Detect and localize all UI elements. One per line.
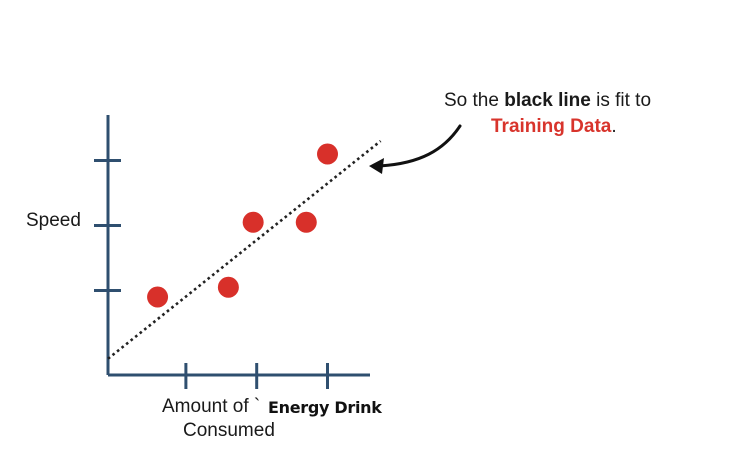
data-point-1: [147, 286, 169, 308]
data-points: [147, 143, 339, 308]
annotation-end: .: [611, 116, 617, 137]
annotation-highlight: Training Data: [491, 116, 612, 137]
data-point-3: [242, 211, 264, 233]
data-point-5: [317, 143, 339, 165]
x-axis-label-line1: Amount of `: [162, 396, 261, 417]
annotation-arrow-group: [369, 124, 462, 174]
data-point-4: [295, 211, 317, 233]
x-axis-overlay-label: Energy Drink: [268, 398, 382, 417]
fit-line-group: [107, 139, 382, 360]
annotation-arrow: [376, 124, 462, 168]
x-axis-label-line2: Consumed: [183, 420, 275, 441]
annotation-arrowhead: [369, 158, 384, 174]
annotation-line1: So the black line is fit to: [444, 90, 651, 112]
annotation-line2: Training Data.: [491, 116, 617, 138]
y-axis-label: Speed: [26, 210, 81, 231]
annotation-suffix: is fit to: [590, 90, 652, 111]
fit-line: [107, 139, 382, 360]
data-point-2: [217, 276, 239, 298]
axis-ticks: [94, 159, 330, 389]
annotation-emphasis: black line: [504, 90, 591, 111]
annotation-prefix: So the: [444, 90, 505, 111]
